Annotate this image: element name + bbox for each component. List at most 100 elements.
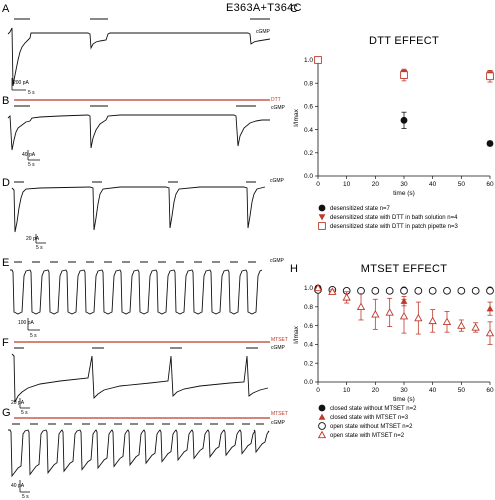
data-point	[371, 309, 380, 318]
x-tick-label: 0	[316, 181, 320, 188]
legend-marker	[318, 204, 326, 212]
cgmp-label: cGMP	[256, 29, 271, 35]
scale-label-horizontal: 5 s	[22, 494, 29, 500]
data-point	[314, 56, 322, 64]
x-tick-label: 40	[429, 181, 437, 188]
plot-title: DTT EFFECT	[369, 35, 439, 47]
mtset-effect-plot: MTSET EFFECT 0 10 20 30 40 50 60 0.0 0.2 0.4 0.6 0.8…	[293, 263, 495, 439]
data-point	[486, 140, 494, 147]
panel-letter-d: D	[2, 177, 10, 189]
dtt-label: DTT	[271, 97, 281, 103]
panel-letter-a: A	[2, 3, 10, 15]
panel-letter-g: G	[2, 407, 11, 419]
legend-marker	[318, 222, 326, 230]
data-point	[457, 321, 466, 329]
y-tick-label: 0.8	[304, 304, 313, 311]
x-tick-label: 50	[458, 181, 466, 188]
panel-letter-h: H	[290, 263, 298, 275]
dtt-effect-plot: DTT EFFECT 0 10 20 30 40 50 60 0.0 0.2 0.4 0.6 0.8 1.…	[293, 35, 494, 230]
x-tick-label: 30	[400, 387, 408, 394]
x-axis-label: time (s)	[393, 396, 415, 403]
panel-g: MTSET cGMP 40 pA 5 s	[8, 411, 288, 500]
y-tick-label: 1.0	[304, 285, 313, 292]
data-point	[385, 286, 394, 295]
legend: closed state without MTSET n=2 closed sta…	[317, 404, 417, 439]
series-2	[314, 56, 494, 83]
mtset-label: MTSET	[271, 337, 288, 343]
data-point	[428, 286, 437, 295]
current-trace-b	[7, 114, 270, 151]
data-point	[399, 311, 409, 320]
data-point	[442, 317, 452, 326]
panel-d: cGMP 20 pA 5 s	[11, 178, 285, 251]
y-tick-label: 0.4	[304, 127, 313, 134]
y-axis-label: I/Imax	[293, 108, 300, 126]
data-point	[342, 293, 351, 301]
data-point	[443, 286, 451, 295]
series-2	[314, 286, 494, 295]
legend-label: desensitized state n=7	[330, 206, 391, 212]
cgmp-label: cGMP	[271, 105, 286, 111]
data-point	[328, 287, 337, 295]
panel-letter-e: E	[2, 257, 9, 269]
legend-label: desensitized state with DTT in bath solu…	[330, 215, 458, 221]
x-tick-label: 60	[486, 181, 494, 188]
panel-b: DTT cGMP 40 pA 5 s	[7, 97, 286, 168]
y-tick-label: 0.6	[304, 104, 313, 111]
data-point	[385, 308, 394, 316]
y-tick-label: 0.4	[304, 342, 313, 349]
y-tick-label: 0.0	[304, 379, 313, 386]
data-point	[357, 286, 365, 295]
data-point	[414, 286, 423, 295]
data-point	[457, 286, 466, 295]
current-trace-a	[7, 27, 271, 87]
x-tick-label: 20	[372, 181, 380, 188]
x-tick-label: 20	[372, 387, 380, 394]
scale-label-vertical: 100 pA	[18, 320, 35, 326]
x-axis-label: time (s)	[393, 190, 415, 197]
y-tick-label: 0.8	[304, 80, 313, 87]
scale-label-horizontal: 5 s	[28, 90, 35, 96]
legend-label: open state with MTSET n=2	[330, 433, 405, 439]
legend-marker	[318, 422, 326, 430]
x-tick-label: 10	[343, 387, 351, 394]
data-point	[371, 286, 380, 295]
panel-letter-b: B	[2, 95, 9, 107]
current-trace-f	[11, 353, 269, 403]
legend-label: desensitized state with DTT in patch pip…	[330, 224, 458, 230]
panel-letter-f: F	[2, 337, 9, 349]
y-tick-label: 0.6	[304, 323, 313, 330]
scale-label-vertical: 20 pA	[11, 400, 25, 406]
data-point	[485, 328, 495, 337]
y-tick-label: 0.0	[304, 173, 313, 180]
scale-label-vertical: 20 pA	[26, 236, 40, 242]
scale-label-vertical: 200 pA	[13, 80, 30, 86]
panel-letter-c: C	[290, 3, 298, 15]
legend-marker	[317, 430, 327, 439]
legend: desensitized state n=7 desensitized state…	[318, 204, 458, 230]
y-tick-label: 0.2	[304, 360, 313, 367]
x-tick-label: 40	[429, 387, 437, 394]
data-point	[414, 313, 423, 322]
legend-label: closed state with MTSET n=3	[330, 415, 409, 421]
scale-label-horizontal: 5 s	[36, 245, 43, 251]
legend-label: open state without MTSET n=2	[330, 424, 413, 430]
data-point	[400, 286, 408, 295]
x-tick-label: 30	[400, 181, 408, 188]
data-point	[313, 283, 323, 292]
x-tick-label: 50	[458, 387, 466, 394]
cgmp-label: cGMP	[271, 345, 286, 351]
x-tick-label: 10	[343, 181, 351, 188]
legend-label: closed state without MTSET n=2	[330, 406, 417, 412]
scale-label-horizontal: 5 s	[30, 333, 37, 339]
panel-a: cGMP 200 pA 5 s	[7, 18, 271, 96]
panel-f: MTSET cGMP 20 pA 5 s	[11, 337, 288, 416]
data-point	[471, 286, 480, 295]
legend-marker	[318, 404, 326, 412]
y-tick-label: 0.2	[304, 150, 313, 157]
data-point	[400, 71, 408, 79]
scale-label-horizontal: 5 s	[21, 410, 28, 416]
x-tick-label: 0	[316, 387, 320, 394]
legend-marker	[318, 214, 326, 221]
